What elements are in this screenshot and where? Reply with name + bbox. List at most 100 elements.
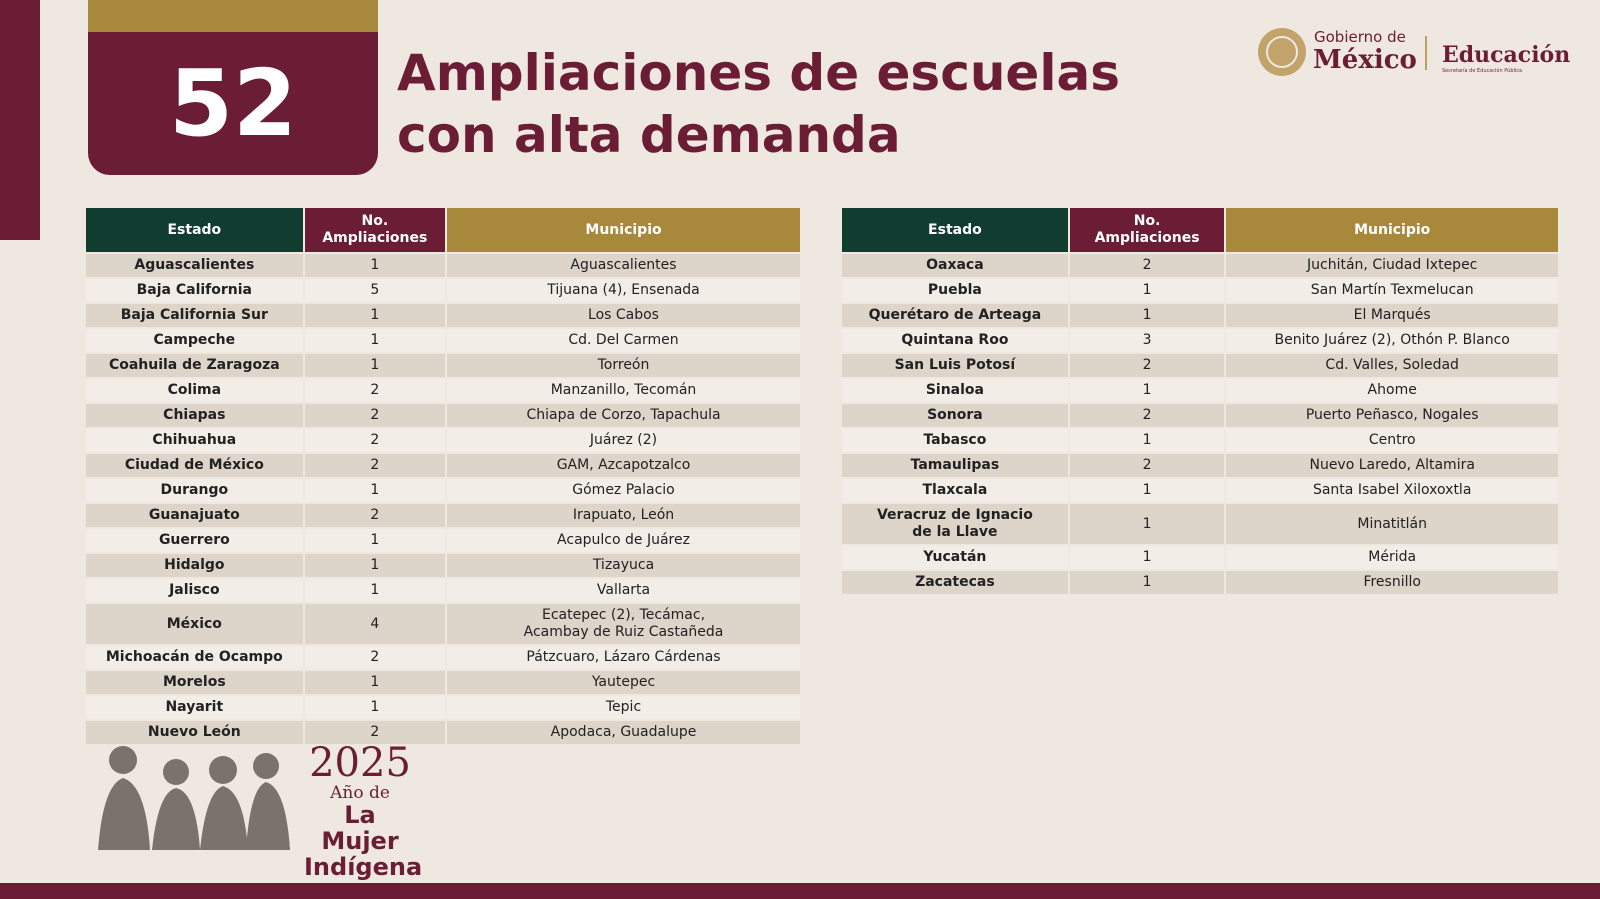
municipio-cell: Aguascalientes	[447, 254, 800, 277]
municipio-cell: Yautepec	[447, 671, 800, 694]
title: Ampliaciones de escuelas con alta demand…	[397, 42, 1120, 166]
municipio-cell: Cd. Del Carmen	[447, 329, 800, 352]
table-row: Yucatán 1 Mérida	[842, 546, 1558, 569]
table-row: Chiapas 2 Chiapa de Corzo, Tapachula	[86, 404, 800, 427]
table-row: Veracruz de Ignacio de la Llave 1 Minatitl…	[842, 504, 1558, 544]
ampliaciones-cell: 1	[304, 304, 446, 327]
ampliaciones-cell: 1	[1069, 429, 1225, 452]
ampliaciones-cell: 1	[1069, 546, 1225, 569]
ampliaciones-cell: 2	[1069, 454, 1225, 477]
estado-cell: Zacatecas	[842, 571, 1068, 594]
ampliaciones-cell: 2	[304, 646, 446, 669]
municipio-cell: Centro	[1226, 429, 1558, 452]
column-header: Municipio	[447, 208, 800, 252]
estado-cell: Coahuila de Zaragoza	[86, 354, 303, 377]
ampliaciones-cell: 1	[1069, 304, 1225, 327]
table: Estado No. Ampliaciones Municipio Aguascali…	[84, 206, 802, 746]
table-head: Estado No. Ampliaciones Municipio	[86, 208, 800, 252]
table-row: Puebla 1 San Martín Texmelucan	[842, 279, 1558, 302]
ampliaciones-cell: 1	[304, 329, 446, 352]
table-row: Oaxaca 2 Juchitán, Ciudad Ixtepec	[842, 254, 1558, 277]
municipio-cell: Tizayuca	[447, 554, 800, 577]
table-row: Aguascalientes 1 Aguascalientes	[86, 254, 800, 277]
table-head: Estado No. Ampliaciones Municipio	[842, 208, 1558, 252]
municipio-cell: Apodaca, Guadalupe	[447, 721, 800, 744]
estado-cell: Veracruz de Ignacio de la Llave	[842, 504, 1068, 544]
estado-cell: Oaxaca	[842, 254, 1068, 277]
logo-gobierno: Gobierno de	[1314, 28, 1406, 46]
badge-number: 52	[168, 50, 298, 157]
ampliaciones-cell: 2	[1069, 354, 1225, 377]
ampliaciones-cell: 2	[304, 454, 446, 477]
estado-cell: Baja California Sur	[86, 304, 303, 327]
ampliaciones-cell: 2	[304, 721, 446, 744]
municipio-cell: Minatitlán	[1226, 504, 1558, 544]
table-row: Nuevo León 2 Apodaca, Guadalupe	[86, 721, 800, 744]
estado-cell: Nayarit	[86, 696, 303, 719]
table-row: Nayarit 1 Tepic	[86, 696, 800, 719]
estado-cell: Tlaxcala	[842, 479, 1068, 502]
illustration	[98, 746, 290, 850]
municipio-cell: Mérida	[1226, 546, 1558, 569]
table-row: Guerrero 1 Acapulco de Juárez	[86, 529, 800, 552]
municipio-cell: Nuevo Laredo, Altamira	[1226, 454, 1558, 477]
ampliaciones-cell: 1	[1069, 379, 1225, 402]
municipio-cell: Cd. Valles, Soledad	[1226, 354, 1558, 377]
table-row: Sinaloa 1 Ahome	[842, 379, 1558, 402]
estado-cell: Quintana Roo	[842, 329, 1068, 352]
municipio-cell: GAM, Azcapotzalco	[447, 454, 800, 477]
table-row: Durango 1 Gómez Palacio	[86, 479, 800, 502]
municipio-cell: Acapulco de Juárez	[447, 529, 800, 552]
municipio-cell: Fresnillo	[1226, 571, 1558, 594]
ampliaciones-cell: 1	[1069, 504, 1225, 544]
estado-cell: Puebla	[842, 279, 1068, 302]
ampliaciones-cell: 1	[1069, 279, 1225, 302]
footer-line: La Mujer	[321, 801, 399, 855]
table-row: Tamaulipas 2 Nuevo Laredo, Altamira	[842, 454, 1558, 477]
estado-cell: Guerrero	[86, 529, 303, 552]
municipio-cell: Los Cabos	[447, 304, 800, 327]
ampliaciones-cell: 4	[304, 604, 446, 644]
estado-cell: Querétaro de Arteaga	[842, 304, 1068, 327]
table-row: Tlaxcala 1 Santa Isabel Xiloxoxtla	[842, 479, 1558, 502]
table-row: Colima 2 Manzanillo, Tecomán	[86, 379, 800, 402]
footer-text: 2025 Año de La Mujer Indígena	[304, 742, 422, 880]
ampliaciones-cell: 1	[304, 354, 446, 377]
estado-cell: Guanajuato	[86, 504, 303, 527]
estado-cell: Chihuahua	[86, 429, 303, 452]
estado-cell: Chiapas	[86, 404, 303, 427]
ampliaciones-cell: 3	[1069, 329, 1225, 352]
ampliaciones-cell: 1	[304, 671, 446, 694]
header-row: Estado No. Ampliaciones Municipio	[842, 208, 1558, 252]
table: Estado No. Ampliaciones Municipio Oaxaca 2 Ju…	[840, 206, 1560, 596]
table-row: Zacatecas 1 Fresnillo	[842, 571, 1558, 594]
municipio-cell: Chiapa de Corzo, Tapachula	[447, 404, 800, 427]
table-body: Oaxaca 2 Juchitán, Ciudad Ixtepec Puebla 1 Sa…	[842, 254, 1558, 594]
ampliaciones-cell: 2	[1069, 254, 1225, 277]
emblem-ring	[1266, 36, 1298, 68]
ampliaciones-cell: 1	[1069, 571, 1225, 594]
logo: Gobierno de México Educación Secretaría …	[1258, 28, 1570, 76]
municipio-cell: Irapuato, León	[447, 504, 800, 527]
ampliaciones-cell: 2	[304, 504, 446, 527]
table-row: Hidalgo 1 Tizayuca	[86, 554, 800, 577]
municipio-cell: Vallarta	[447, 579, 800, 602]
footer-line: Año de	[330, 783, 390, 803]
logo-dependencia: Educación	[1442, 42, 1570, 68]
ampliaciones-cell: 1	[304, 579, 446, 602]
estado-cell: Sonora	[842, 404, 1068, 427]
estado-cell: Tamaulipas	[842, 454, 1068, 477]
column-header: Estado	[86, 208, 303, 252]
municipio-cell: Benito Juárez (2), Othón P. Blanco	[1226, 329, 1558, 352]
ampliaciones-cell: 2	[304, 379, 446, 402]
estado-cell: Jalisco	[86, 579, 303, 602]
estado-cell: Morelos	[86, 671, 303, 694]
ampliaciones-cell: 2	[304, 429, 446, 452]
ampliaciones-cell: 1	[304, 554, 446, 577]
municipio-cell: Ecatepec (2), Tecámac, Acambay de Ruiz C…	[447, 604, 800, 644]
estado-cell: México	[86, 604, 303, 644]
logo-mexico: México	[1313, 45, 1417, 75]
table-row: Baja California Sur 1 Los Cabos	[86, 304, 800, 327]
header-row: Estado No. Ampliaciones Municipio	[86, 208, 800, 252]
ampliaciones-cell: 2	[1069, 404, 1225, 427]
